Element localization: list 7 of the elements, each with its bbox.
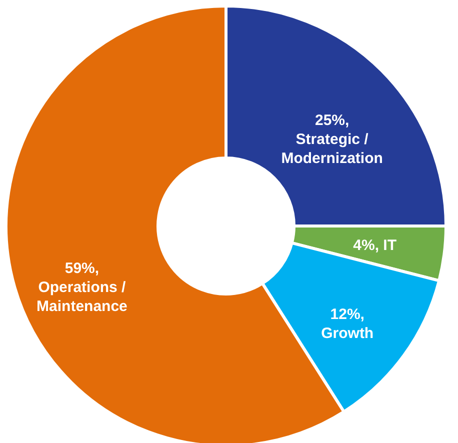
slice-label: Operations / Maintenance (36, 278, 128, 315)
slice-label: Strategic / Modernization (281, 130, 383, 167)
slice-label: 4%, IT (353, 236, 396, 254)
data-label: 59%, (64, 260, 100, 277)
data-label: 25%, (314, 112, 350, 129)
slice-label: Growth (321, 325, 374, 342)
data-label: 12%, (330, 306, 364, 324)
